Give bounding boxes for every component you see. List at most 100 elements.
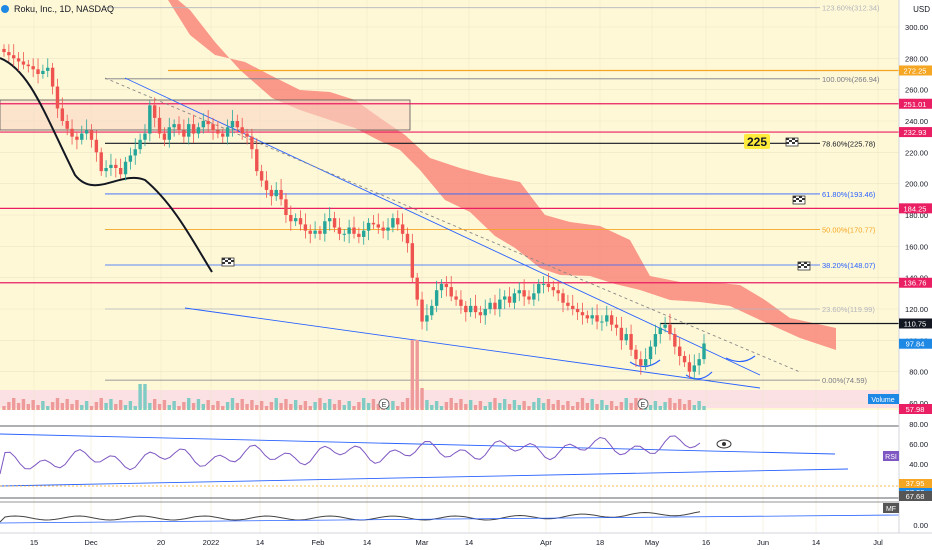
- earnings-marker-icon[interactable]: E: [637, 398, 649, 410]
- volume-bar: [571, 406, 575, 410]
- volume-bar: [522, 401, 526, 410]
- volume-bar: [308, 406, 312, 410]
- earnings-marker-icon[interactable]: E: [378, 398, 390, 410]
- candle: [337, 227, 342, 234]
- volume-bar: [609, 401, 614, 410]
- candle: [240, 127, 244, 134]
- candle: [648, 346, 653, 360]
- candle: [585, 315, 590, 319]
- candle: [362, 230, 366, 237]
- fib-label: 61.80%(193.46): [822, 190, 876, 199]
- volume-bar: [89, 406, 94, 410]
- volume-bar: [376, 404, 381, 410]
- rsi-value-label: 37.95: [906, 479, 925, 488]
- candle: [313, 230, 317, 234]
- volume-bar: [551, 404, 556, 410]
- candle: [274, 189, 278, 197]
- time-axis[interactable]: [0, 533, 932, 550]
- volume-bar: [677, 399, 682, 410]
- candle: [396, 218, 400, 225]
- volume-bar: [123, 405, 128, 410]
- volume-bar: [556, 400, 560, 410]
- eye-icon[interactable]: [716, 439, 732, 449]
- volume-bar: [240, 399, 244, 410]
- volume-bar: [60, 403, 65, 410]
- ichimoku-cloud: [168, 0, 836, 350]
- volume-bar: [70, 404, 74, 410]
- volume-bar: [196, 399, 201, 410]
- candle: [347, 227, 351, 234]
- volume-bar: [293, 400, 298, 410]
- volume-bar: [7, 402, 11, 410]
- candle: [352, 227, 356, 234]
- x-tick-label: Dec: [84, 538, 98, 547]
- candle: [663, 324, 667, 328]
- candle: [522, 290, 526, 297]
- volume-bar: [128, 401, 133, 410]
- volume-bar: [182, 402, 186, 410]
- volume-bar: [600, 400, 604, 410]
- volume-bar: [327, 399, 332, 410]
- volume-bar: [235, 403, 240, 410]
- x-tick-label: 14: [465, 538, 473, 547]
- volume-bar: [99, 398, 103, 410]
- volume-bar: [206, 400, 210, 410]
- candle: [187, 124, 191, 137]
- candle: [376, 224, 381, 228]
- last-price-tag: [899, 338, 932, 349]
- volume-bar: [410, 340, 415, 410]
- volume-bar: [473, 405, 478, 410]
- volume-bar: [493, 398, 497, 410]
- descending-trendline: [124, 77, 761, 376]
- volume-bar: [167, 405, 171, 410]
- volume-bar: [585, 403, 590, 410]
- volume-bar: [41, 401, 45, 410]
- candle: [206, 121, 210, 125]
- volume-bar: [118, 400, 123, 410]
- candle: [118, 168, 123, 175]
- candle: [221, 133, 225, 137]
- candle: [235, 121, 240, 128]
- candle: [566, 302, 570, 306]
- lower-wedge-line: [184, 307, 761, 389]
- volume-bar: [507, 404, 512, 410]
- volume-bar: [517, 405, 521, 410]
- mf-value-label: 67.68: [906, 492, 925, 501]
- candle: [619, 327, 624, 341]
- volume-bar: [259, 401, 264, 410]
- candle: [323, 221, 327, 234]
- svg-text:E: E: [382, 402, 387, 409]
- volume-bar: [658, 406, 662, 410]
- volume-bar: [541, 403, 546, 410]
- candle: [391, 218, 395, 228]
- volume-bar: [221, 406, 225, 410]
- candle: [624, 334, 628, 341]
- candle: [643, 359, 648, 366]
- candle: [167, 127, 171, 140]
- candle: [381, 227, 385, 231]
- x-tick-label: Jul: [873, 538, 883, 547]
- volume-bar: [430, 405, 434, 410]
- x-tick-label: 20: [157, 538, 165, 547]
- price-axis[interactable]: [899, 0, 932, 550]
- candle: [133, 149, 137, 156]
- volume-bar: [624, 398, 628, 410]
- volume-bar: [12, 398, 16, 410]
- volume-bar: [371, 399, 376, 410]
- candle: [259, 171, 264, 181]
- price-tag-label: 272.25: [904, 66, 927, 75]
- volume-bar: [502, 399, 507, 410]
- candle: [211, 124, 215, 131]
- volume-bar: [313, 402, 317, 410]
- candle: [639, 359, 643, 366]
- volume-bar: [687, 400, 692, 410]
- candle: [702, 343, 706, 360]
- volume-bar: [250, 400, 254, 410]
- volume-bar: [464, 404, 468, 410]
- candle: [634, 349, 638, 360]
- fib-label: 123.60%(312.34): [822, 4, 880, 13]
- candle: [7, 52, 11, 56]
- volume-bar: [138, 384, 142, 410]
- volume-bar: [590, 399, 594, 410]
